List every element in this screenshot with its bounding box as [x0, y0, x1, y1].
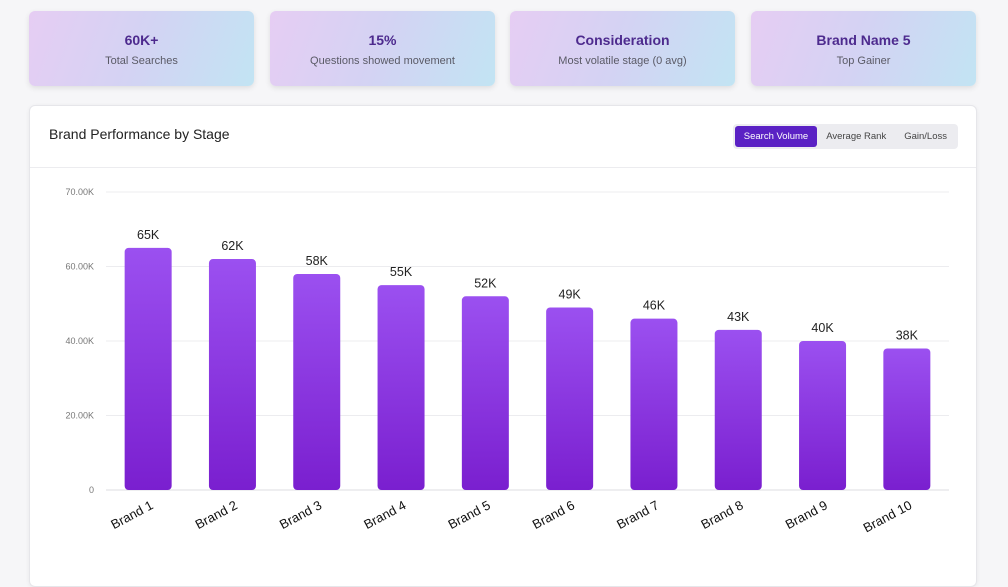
stat-card-total-searches: 60K+ Total Searches	[29, 11, 254, 86]
y-tick-label: 40.00K	[65, 336, 94, 346]
bar-value-label: 52K	[474, 276, 497, 290]
tab-average-rank[interactable]: Average Rank	[826, 131, 887, 142]
bar	[546, 307, 594, 490]
stat-value: Consideration	[575, 32, 670, 48]
stat-value: 60K+	[124, 32, 159, 48]
y-tick-label: 70.00K	[65, 187, 94, 197]
bar	[630, 318, 678, 490]
metric-toggle: Search Volume Average Rank Gain/Loss	[732, 124, 958, 149]
x-tick-label: Brand 5	[446, 497, 493, 532]
stat-card-volatile-stage: Consideration Most volatile stage (0 avg…	[510, 11, 735, 86]
x-tick-label: Brand 10	[861, 497, 915, 535]
header-divider	[30, 167, 976, 168]
tab-search-volume[interactable]: Search Volume	[734, 126, 818, 147]
tab-gain-loss[interactable]: Gain/Loss	[904, 131, 947, 142]
stat-label: Questions showed movement	[310, 55, 455, 67]
bar	[124, 247, 172, 490]
x-tick-label: Brand 9	[783, 497, 830, 532]
bar-value-label: 38K	[896, 328, 919, 342]
bar-value-label: 46K	[643, 299, 666, 313]
bar	[208, 259, 256, 490]
bar	[377, 285, 425, 490]
brand-performance-panel: Brand Performance by Stage Search Volume…	[29, 105, 977, 587]
stat-value: 15%	[368, 32, 397, 48]
bar-value-label: 49K	[559, 287, 582, 301]
stat-label: Top Gainer	[836, 55, 891, 67]
bar	[799, 341, 847, 490]
bar-value-label: 40K	[811, 321, 834, 335]
x-tick-label: Brand 8	[698, 497, 745, 532]
bar	[883, 348, 931, 490]
stat-value: Brand Name 5	[816, 32, 911, 48]
y-tick-label: 20.00K	[65, 411, 94, 421]
bar-chart: 70.00K 60.00K 40.00K 20.00K 0 65K Brand 1 62K Br…	[65, 187, 949, 535]
x-tick-label: Brand 6	[530, 497, 577, 532]
stat-card-top-gainer: Brand Name 5 Top Gainer	[751, 11, 976, 86]
x-tick-label: Brand 1	[108, 497, 155, 532]
bar	[714, 329, 762, 490]
bar-value-label: 58K	[306, 254, 329, 268]
stat-label: Total Searches	[105, 55, 178, 67]
bar	[461, 296, 509, 490]
bar	[293, 273, 341, 490]
stat-card-movement: 15% Questions showed movement	[270, 11, 495, 86]
x-tick-label: Brand 4	[361, 497, 408, 532]
bar-value-label: 55K	[390, 265, 413, 279]
y-tick-label: 0	[89, 485, 94, 495]
bar-value-label: 62K	[221, 239, 244, 253]
stat-label: Most volatile stage (0 avg)	[558, 55, 687, 67]
x-tick-label: Brand 2	[193, 497, 240, 532]
y-tick-label: 60.00K	[65, 262, 94, 272]
panel-title: Brand Performance by Stage	[49, 126, 230, 142]
x-tick-label: Brand 3	[277, 497, 324, 532]
bar-value-label: 65K	[137, 228, 160, 242]
bar-value-label: 43K	[727, 310, 750, 324]
x-tick-label: Brand 7	[614, 497, 661, 532]
